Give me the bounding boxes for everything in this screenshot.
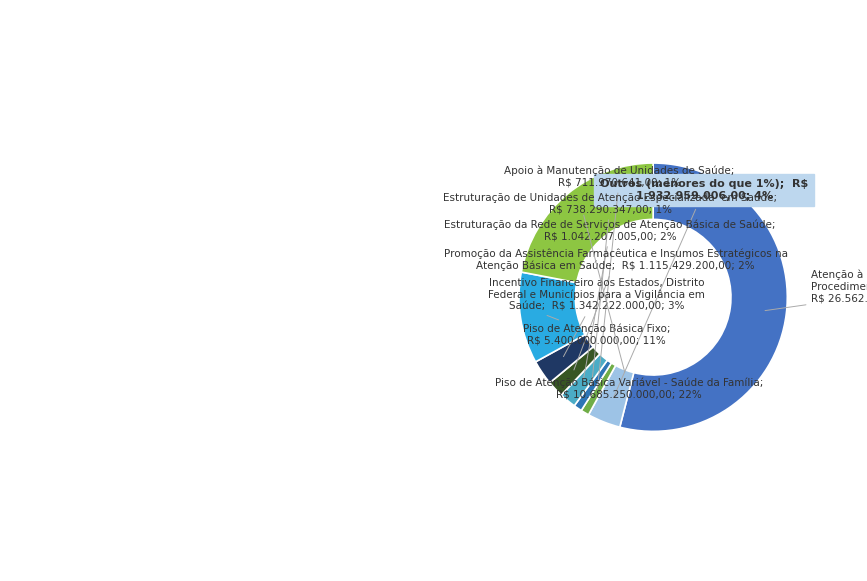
Wedge shape bbox=[574, 360, 611, 411]
Wedge shape bbox=[536, 335, 593, 383]
Text: Atenção à Saúde da População para
Procedimentos em Média e Alta Complexidade;
R$: Atenção à Saúde da População para Proced… bbox=[765, 270, 867, 311]
Wedge shape bbox=[581, 363, 616, 415]
Wedge shape bbox=[519, 272, 585, 362]
Text: Promoção da Assistência Farmacêutica e Insumos Estratégicos na
Atenção Básica em: Promoção da Assistência Farmacêutica e I… bbox=[444, 248, 787, 370]
Wedge shape bbox=[589, 365, 634, 427]
Text: Piso de Atenção Básica Fixo;
R$ 5.400.000.000,00; 11%: Piso de Atenção Básica Fixo; R$ 5.400.00… bbox=[523, 315, 670, 346]
Text: Estruturação da Rede de Serviços de Atenção Básica de Saúde;
R$ 1.042.207.005,00: Estruturação da Rede de Serviços de Aten… bbox=[445, 219, 776, 379]
Wedge shape bbox=[561, 354, 608, 406]
Wedge shape bbox=[550, 347, 600, 395]
Text: Estruturação de Unidades de Atenção Especializada  em Saúde;
R$ 738.290.347,00; : Estruturação de Unidades de Atenção Espe… bbox=[443, 192, 777, 385]
Text: Incentivo Financeiro aos Estados, Distrito
Federal e Municípios para a Vigilânci: Incentivo Financeiro aos Estados, Distri… bbox=[488, 278, 705, 357]
Wedge shape bbox=[620, 163, 787, 431]
Text: Apoio à Manutenção de Unidades de Saúde;
R$ 711.970.641,00; 1%: Apoio à Manutenção de Unidades de Saúde;… bbox=[505, 166, 735, 389]
Text: Piso de Atenção Básica Variável - Saúde da Família;
R$ 10.685.250.000,00; 22%: Piso de Atenção Básica Variável - Saúde … bbox=[495, 215, 763, 400]
Wedge shape bbox=[521, 163, 653, 282]
Text: Outros (menores do que 1%);  R$
1.932.959.006,00; 4%: Outros (menores do que 1%); R$ 1.932.959… bbox=[600, 179, 808, 397]
